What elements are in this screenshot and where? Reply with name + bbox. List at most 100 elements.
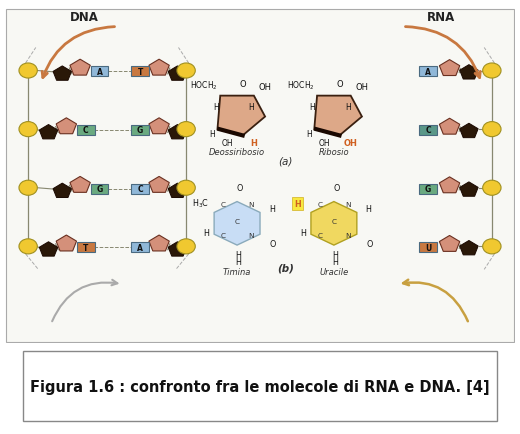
Text: (b): (b) — [277, 263, 294, 273]
Text: C: C — [137, 184, 143, 194]
Text: O: O — [237, 184, 243, 192]
Text: T: T — [83, 243, 88, 252]
FancyBboxPatch shape — [419, 67, 437, 77]
FancyBboxPatch shape — [90, 67, 108, 77]
Polygon shape — [214, 202, 260, 246]
Text: N: N — [345, 201, 350, 207]
FancyBboxPatch shape — [419, 243, 437, 253]
Text: H: H — [345, 103, 351, 112]
Text: H: H — [332, 258, 338, 267]
Text: H: H — [301, 229, 306, 237]
Text: A: A — [97, 68, 102, 77]
Polygon shape — [53, 67, 71, 81]
Text: A: A — [137, 243, 143, 252]
Polygon shape — [149, 118, 170, 135]
Text: U: U — [425, 243, 431, 252]
Text: H: H — [332, 250, 338, 259]
Text: H: H — [210, 130, 215, 139]
Polygon shape — [149, 236, 170, 251]
Polygon shape — [311, 202, 357, 246]
FancyBboxPatch shape — [419, 125, 437, 136]
Circle shape — [19, 64, 37, 79]
Text: H: H — [294, 199, 301, 208]
Text: N: N — [248, 232, 254, 238]
Text: OH: OH — [222, 138, 233, 147]
Text: T: T — [138, 68, 143, 77]
Text: C: C — [318, 201, 322, 207]
Text: C: C — [318, 232, 322, 238]
Text: C: C — [425, 126, 431, 135]
Polygon shape — [168, 184, 187, 198]
Polygon shape — [56, 118, 76, 135]
Circle shape — [177, 239, 196, 254]
Text: HOCH$_2$: HOCH$_2$ — [190, 79, 218, 92]
Circle shape — [483, 239, 501, 254]
Polygon shape — [40, 242, 58, 256]
Polygon shape — [314, 96, 362, 136]
Text: C: C — [235, 219, 240, 225]
Circle shape — [19, 239, 37, 254]
Circle shape — [19, 122, 37, 137]
Polygon shape — [149, 60, 170, 76]
FancyBboxPatch shape — [90, 184, 108, 194]
Text: C: C — [221, 232, 226, 238]
Text: O: O — [333, 184, 340, 192]
Text: H: H — [309, 103, 315, 112]
Text: G: G — [96, 184, 102, 194]
Text: H: H — [235, 258, 241, 267]
Text: Deossiribosio: Deossiribosio — [209, 148, 265, 157]
Polygon shape — [168, 67, 187, 81]
Polygon shape — [439, 60, 460, 76]
Text: H: H — [203, 229, 210, 237]
Text: Timina: Timina — [223, 267, 251, 276]
Polygon shape — [460, 124, 478, 138]
Text: H: H — [213, 103, 218, 112]
Text: H: H — [235, 250, 241, 259]
Text: C: C — [221, 201, 226, 207]
Polygon shape — [149, 177, 170, 193]
Polygon shape — [439, 236, 460, 252]
Polygon shape — [460, 241, 478, 255]
FancyBboxPatch shape — [6, 10, 514, 342]
FancyBboxPatch shape — [419, 184, 437, 194]
Text: H$_3$C: H$_3$C — [192, 197, 209, 210]
Circle shape — [177, 181, 196, 196]
FancyBboxPatch shape — [132, 67, 149, 77]
Circle shape — [483, 181, 501, 196]
Polygon shape — [70, 177, 90, 193]
Text: N: N — [248, 201, 254, 207]
FancyBboxPatch shape — [132, 184, 149, 194]
Text: O: O — [240, 80, 246, 89]
Text: OH: OH — [355, 82, 368, 91]
Text: Uracile: Uracile — [319, 267, 348, 276]
Polygon shape — [439, 119, 460, 135]
FancyBboxPatch shape — [132, 243, 149, 253]
Text: H: H — [249, 103, 254, 112]
Polygon shape — [217, 96, 265, 136]
Circle shape — [483, 64, 501, 79]
Text: H: H — [366, 204, 371, 213]
Circle shape — [177, 122, 196, 137]
Polygon shape — [168, 125, 187, 140]
Text: RNA: RNA — [427, 11, 455, 24]
Text: O: O — [367, 240, 373, 249]
Text: DNA: DNA — [70, 11, 99, 24]
Circle shape — [483, 122, 501, 137]
Text: OH: OH — [258, 82, 271, 91]
FancyBboxPatch shape — [77, 125, 95, 136]
Text: Figura 1.6 : confronto fra le molecole di RNA e DNA. [4]: Figura 1.6 : confronto fra le molecole d… — [30, 379, 490, 394]
Text: H: H — [250, 138, 257, 147]
Text: C: C — [331, 219, 336, 225]
Text: O: O — [336, 80, 343, 89]
Text: OH: OH — [343, 138, 357, 147]
Text: C: C — [83, 126, 88, 135]
Text: H: H — [307, 130, 313, 139]
Polygon shape — [460, 66, 478, 80]
Text: H: H — [269, 204, 275, 213]
Text: HOCH$_2$: HOCH$_2$ — [287, 79, 315, 92]
Circle shape — [177, 64, 196, 79]
Text: OH: OH — [319, 138, 331, 147]
FancyBboxPatch shape — [77, 243, 95, 253]
Text: G: G — [425, 184, 431, 194]
Polygon shape — [168, 242, 187, 256]
